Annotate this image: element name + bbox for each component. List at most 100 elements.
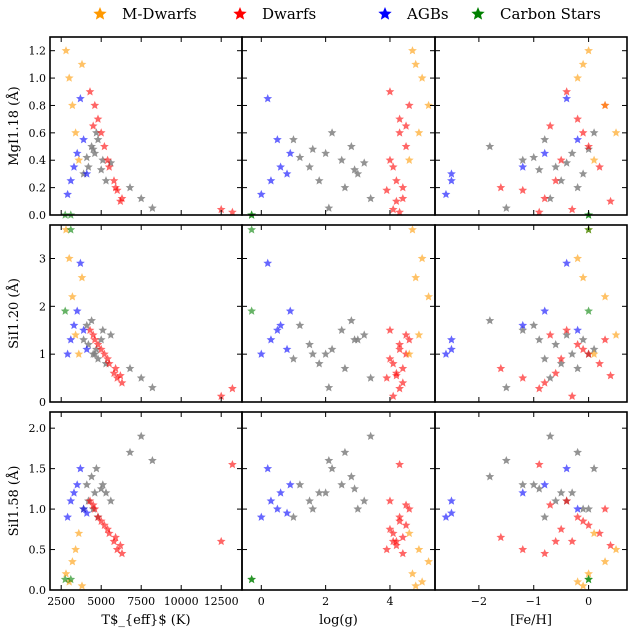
data-point-unlabeled-gray: [518, 480, 528, 489]
data-point-unlabeled-gray: [88, 349, 98, 358]
data-point-unlabeled-gray: [98, 155, 108, 164]
data-point-unlabeled-gray: [562, 158, 572, 167]
data-point-carbon-stars: [60, 306, 70, 315]
data-point-agbs: [273, 135, 282, 144]
data-point-agbs: [256, 349, 266, 358]
data-point-dwarfs: [545, 121, 555, 130]
data-point-m-dwarfs: [611, 330, 621, 339]
data-point-agbs: [276, 488, 285, 497]
data-point-m-dwarfs: [404, 349, 414, 358]
data-point-agbs: [447, 508, 456, 517]
data-point-unlabeled-gray: [545, 373, 555, 382]
data-point-dwarfs: [556, 155, 566, 164]
data-point-carbon-stars: [60, 574, 70, 584]
data-point-unlabeled-gray: [101, 488, 111, 497]
data-point-dwarfs: [398, 193, 408, 203]
data-point-unlabeled-gray: [359, 158, 369, 167]
data-point-unlabeled-gray: [573, 363, 582, 373]
data-point-unlabeled-gray: [350, 165, 359, 174]
data-point-unlabeled-gray: [93, 354, 103, 363]
y-tick-label: 1.5: [29, 463, 47, 476]
data-point-unlabeled-gray: [534, 335, 544, 344]
data-point-unlabeled-gray: [589, 464, 599, 473]
data-point-unlabeled-gray: [346, 141, 356, 151]
data-point-agbs: [72, 480, 82, 489]
data-point-dwarfs: [111, 363, 120, 373]
data-point-m-dwarfs: [414, 128, 424, 137]
y-tick-label: 0.0: [29, 584, 47, 597]
y-axis-label-si158: SiI1.58 (Å): [6, 466, 22, 537]
data-point-m-dwarfs: [573, 577, 582, 586]
data-point-agbs: [69, 488, 79, 497]
data-point-agbs: [573, 325, 582, 334]
data-point-agbs: [518, 162, 528, 171]
data-point-unlabeled-gray: [321, 349, 331, 358]
data-point-dwarfs: [398, 532, 408, 542]
data-point-dwarfs: [595, 162, 604, 171]
data-point-unlabeled-gray: [337, 155, 347, 164]
data-point-agbs: [76, 94, 85, 103]
data-point-unlabeled-gray: [359, 496, 369, 505]
data-point-agbs: [447, 176, 456, 185]
data-point-agbs: [540, 480, 550, 489]
panel-frame: [434, 411, 628, 591]
data-point-dwarfs: [103, 354, 112, 363]
data-point-dwarfs: [385, 325, 395, 334]
data-point-unlabeled-gray: [321, 488, 331, 497]
data-point-agbs: [573, 504, 582, 513]
data-point-m-dwarfs: [584, 569, 593, 578]
data-point-agbs: [72, 306, 82, 315]
x-tick-label: 12500: [204, 595, 239, 608]
y-tick-label: 2.0: [29, 422, 47, 435]
data-point-agbs: [282, 508, 292, 517]
data-point-dwarfs: [606, 540, 615, 550]
data-point-m-dwarfs: [74, 155, 84, 164]
data-point-dwarfs: [573, 339, 582, 349]
data-point-dwarfs: [551, 536, 561, 546]
data-point-agbs: [518, 488, 528, 497]
data-point-m-dwarfs: [573, 253, 582, 263]
x-tick-label: 4: [386, 595, 393, 608]
data-point-agbs: [79, 504, 88, 513]
data-point-agbs: [263, 464, 273, 473]
data-point-dwarfs: [117, 378, 127, 387]
data-point-agbs: [562, 464, 572, 473]
data-point-unlabeled-gray: [578, 504, 588, 513]
data-point-dwarfs: [90, 504, 100, 513]
data-point-dwarfs: [395, 384, 404, 393]
data-point-unlabeled-gray: [82, 480, 92, 489]
data-point-dwarfs: [395, 459, 404, 469]
data-point-dwarfs: [116, 371, 125, 380]
y-tick-label: 0.4: [29, 154, 47, 167]
data-point-unlabeled-gray: [136, 431, 146, 440]
data-point-unlabeled-gray: [556, 176, 566, 185]
data-point-m-dwarfs: [414, 330, 424, 339]
data-point-agbs: [82, 344, 92, 354]
data-point-unlabeled-gray: [314, 488, 324, 497]
data-point-unlabeled-gray: [84, 162, 93, 171]
data-point-agbs: [76, 258, 85, 267]
data-point-dwarfs: [540, 378, 550, 387]
data-point-dwarfs: [85, 496, 95, 505]
data-point-agbs: [285, 306, 295, 315]
data-point-dwarfs: [398, 183, 408, 192]
data-point-dwarfs: [545, 500, 555, 509]
data-point-unlabeled-gray: [518, 325, 528, 334]
data-point-dwarfs: [385, 87, 395, 96]
data-point-unlabeled-gray: [551, 496, 561, 505]
data-point-unlabeled-gray: [125, 447, 135, 457]
data-point-agbs: [63, 189, 72, 199]
data-point-agbs: [441, 189, 451, 199]
panel-frame: [434, 36, 628, 216]
data-point-m-dwarfs: [64, 253, 74, 263]
panel-frame: [49, 411, 243, 591]
data-point-unlabeled-gray: [90, 488, 100, 497]
data-point-dwarfs: [395, 207, 404, 216]
panel-mg118-vs-teff: 0.0 0.2 0.4 0.6 0.8 1.0 1.2: [29, 36, 243, 222]
data-point-agbs: [76, 464, 85, 473]
data-point-unlabeled-gray: [327, 128, 337, 137]
data-point-dwarfs: [398, 378, 408, 387]
data-point-dwarfs: [388, 162, 398, 171]
data-point-m-dwarfs: [611, 544, 621, 554]
data-point-dwarfs: [392, 196, 401, 206]
